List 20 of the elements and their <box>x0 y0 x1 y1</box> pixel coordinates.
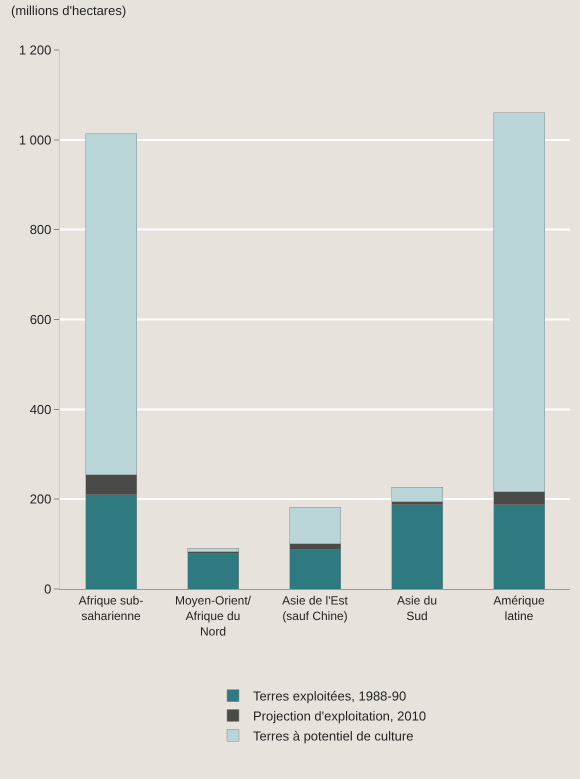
x-tick-label: Asie de l'Est (sauf Chine) <box>282 593 348 623</box>
legend-label: Terres à potentiel de culture <box>253 728 414 744</box>
y-tick-label: 1 000 <box>18 132 52 148</box>
bar <box>391 504 443 589</box>
bar <box>391 486 443 502</box>
legend-label: Projection d'exploitation, 2010 <box>253 708 426 724</box>
bar <box>187 553 239 589</box>
y-tick-label: 200 <box>30 492 52 507</box>
x-tick-label: Asie du Sud <box>396 593 438 623</box>
legend-label: Terres exploitées, 1988-90 <box>253 688 406 704</box>
x-tick-label: Afrique sub- saharienne <box>78 593 144 623</box>
y-tick-label: 0 <box>44 582 52 597</box>
y-axis-title: (millions d'hectares) <box>11 3 126 18</box>
y-tick-label: 400 <box>30 402 52 417</box>
x-tick-label: Moyen-Orient/ Afrique du Nord <box>174 593 252 639</box>
bar <box>187 548 239 552</box>
y-tick-label: 1 200 <box>18 42 52 58</box>
y-tick-label: 600 <box>30 312 52 328</box>
y-tick-label: 800 <box>30 222 52 238</box>
x-tick-label: Amérique latine <box>493 593 546 623</box>
